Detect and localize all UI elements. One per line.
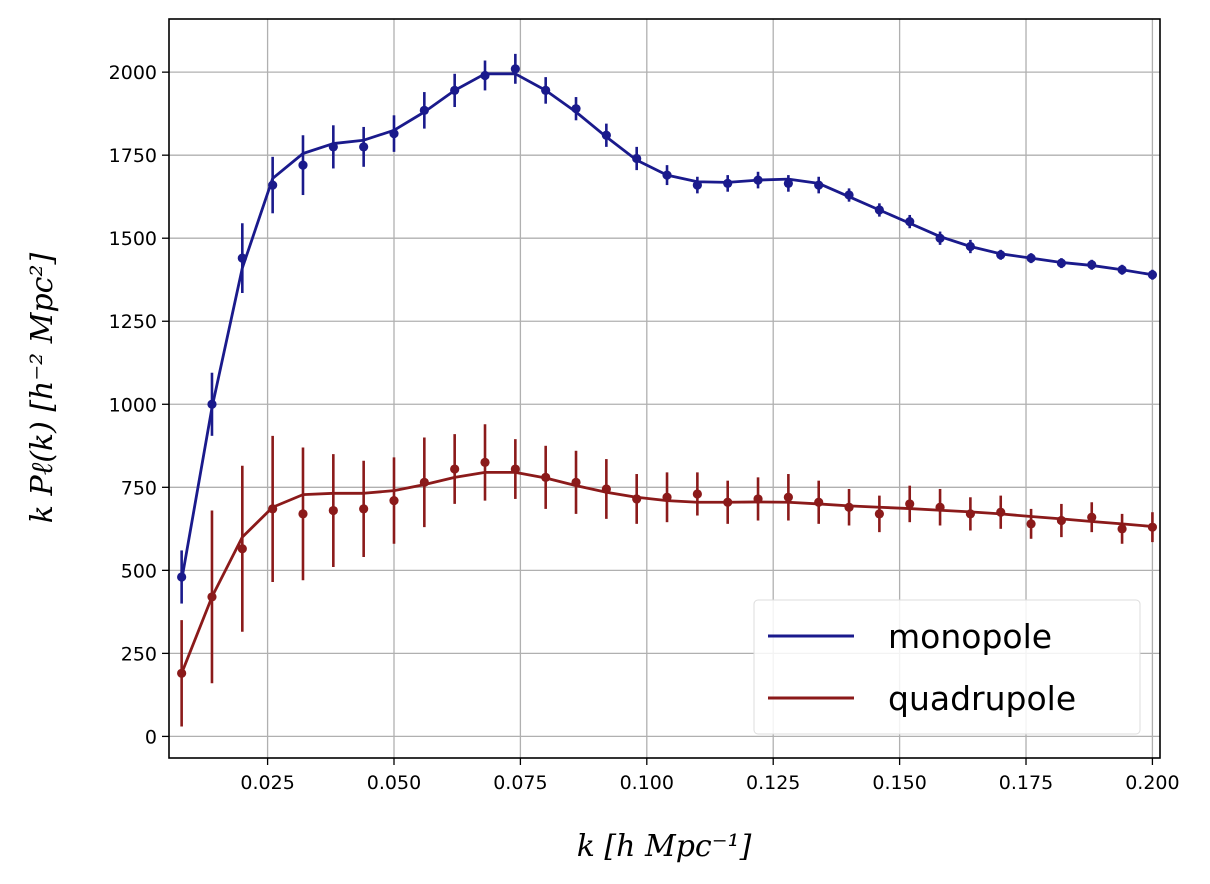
quadrupole-point	[723, 497, 733, 507]
monopole-point	[935, 233, 945, 243]
y-tick-label: 750	[121, 477, 157, 499]
quadrupole-point	[935, 502, 945, 512]
quadrupole-point	[996, 507, 1006, 517]
quadrupole-point	[359, 504, 369, 514]
x-tick-label: 0.075	[493, 772, 547, 794]
quadrupole-point	[207, 592, 217, 602]
monopole-point	[450, 85, 460, 96]
quadrupole-point	[480, 457, 490, 467]
monopole-point	[177, 572, 187, 582]
x-tick-label: 0.100	[620, 772, 674, 794]
plot-frame	[168, 18, 1161, 759]
y-tick-label: 500	[121, 560, 157, 582]
quadrupole-point	[905, 499, 915, 509]
monopole-point	[571, 104, 581, 114]
x-tick-label: 0.175	[999, 772, 1053, 794]
monopole-point	[844, 190, 854, 200]
quadrupole-point	[1056, 515, 1067, 526]
monopole-point	[1056, 258, 1067, 268]
y-ticks: 0 250 500 750 1000 1250 1500 1750 2000	[109, 62, 169, 748]
quadrupole-point	[1117, 524, 1127, 534]
monopole-point	[207, 399, 217, 409]
monopole-point	[1087, 260, 1097, 270]
quadrupole-point	[632, 494, 642, 504]
monopole-point	[510, 64, 520, 74]
quadrupole-point	[389, 495, 399, 506]
x-tick-label: 0.050	[367, 772, 421, 794]
monopole-point	[541, 85, 551, 96]
legend: monopole quadrupole	[753, 599, 1141, 735]
y-tick-label: 2000	[109, 62, 157, 84]
y-tick-label: 1750	[109, 145, 157, 167]
monopole-point	[480, 70, 490, 81]
quadrupole-point	[1087, 512, 1097, 522]
quadrupole-point	[1026, 519, 1036, 529]
quadrupole-point	[601, 484, 611, 494]
monopole-point	[1117, 265, 1127, 275]
quadrupole-point	[692, 489, 702, 499]
monopole-point	[268, 180, 278, 190]
x-axis-label: k [h Mpc⁻¹]	[577, 829, 752, 864]
monopole-point	[692, 180, 702, 190]
quadrupole-point	[753, 494, 763, 504]
y-tick-label: 1000	[109, 394, 157, 416]
quadrupole-point	[237, 544, 247, 554]
monopole-point	[723, 178, 733, 189]
x-tick-label: 0.025	[240, 772, 294, 794]
y-tick-label: 1250	[109, 311, 157, 333]
quadrupole-point	[177, 668, 187, 678]
monopole-point	[905, 217, 915, 227]
quadrupole-point	[298, 509, 308, 519]
legend-label-quadrupole: quadrupole	[888, 679, 1076, 718]
monopole-point	[783, 178, 793, 189]
series-quadrupole	[177, 424, 1158, 727]
x-tick-label: 0.200	[1125, 772, 1179, 794]
monopole-point	[328, 142, 338, 152]
monopole-point	[1147, 270, 1158, 280]
quadrupole-point	[874, 509, 884, 519]
quadrupole-point	[419, 477, 429, 487]
y-tick-label: 1500	[109, 228, 157, 250]
monopole-point	[874, 205, 884, 215]
legend-box	[753, 599, 1141, 735]
quadrupole-point	[844, 502, 854, 512]
quadrupole-point	[268, 504, 278, 514]
quadrupole-point	[783, 492, 793, 502]
series-monopole	[177, 53, 1158, 604]
x-tick-label: 0.150	[872, 772, 926, 794]
quadrupole-point	[328, 505, 338, 516]
monopole-point	[601, 130, 611, 140]
legend-label-monopole: monopole	[888, 617, 1052, 656]
quadrupole-point	[571, 477, 581, 487]
quadrupole-point	[541, 472, 551, 482]
monopole-point	[814, 180, 824, 190]
monopole-point	[632, 153, 642, 164]
quadrupole-point	[662, 492, 672, 502]
quadrupole-point	[814, 497, 824, 507]
monopole-point	[389, 128, 399, 139]
monopole-point	[1026, 253, 1036, 263]
monopole-point	[359, 142, 369, 152]
monopole-point	[753, 175, 763, 185]
x-tick-label: 0.125	[746, 772, 800, 794]
quadrupole-point	[965, 509, 975, 519]
monopole-point	[996, 250, 1006, 260]
monopole-point	[419, 105, 429, 115]
x-ticks: 0.025 0.050 0.075 0.100 0.125 0.150 0.175 0.200	[240, 758, 1180, 794]
monopole-point	[662, 170, 672, 180]
monopole-point	[298, 160, 308, 170]
quadrupole-point	[1147, 522, 1158, 532]
y-axis-label: k Pℓ(k) [h⁻² Mpc²]	[25, 253, 60, 524]
quadrupole-point	[510, 464, 520, 474]
monopole-point	[965, 241, 975, 252]
series-layer	[177, 53, 1158, 727]
y-tick-label: 0	[145, 726, 157, 748]
y-tick-label: 250	[121, 643, 157, 665]
monopole-point	[237, 253, 247, 263]
quadrupole-point	[450, 464, 460, 474]
